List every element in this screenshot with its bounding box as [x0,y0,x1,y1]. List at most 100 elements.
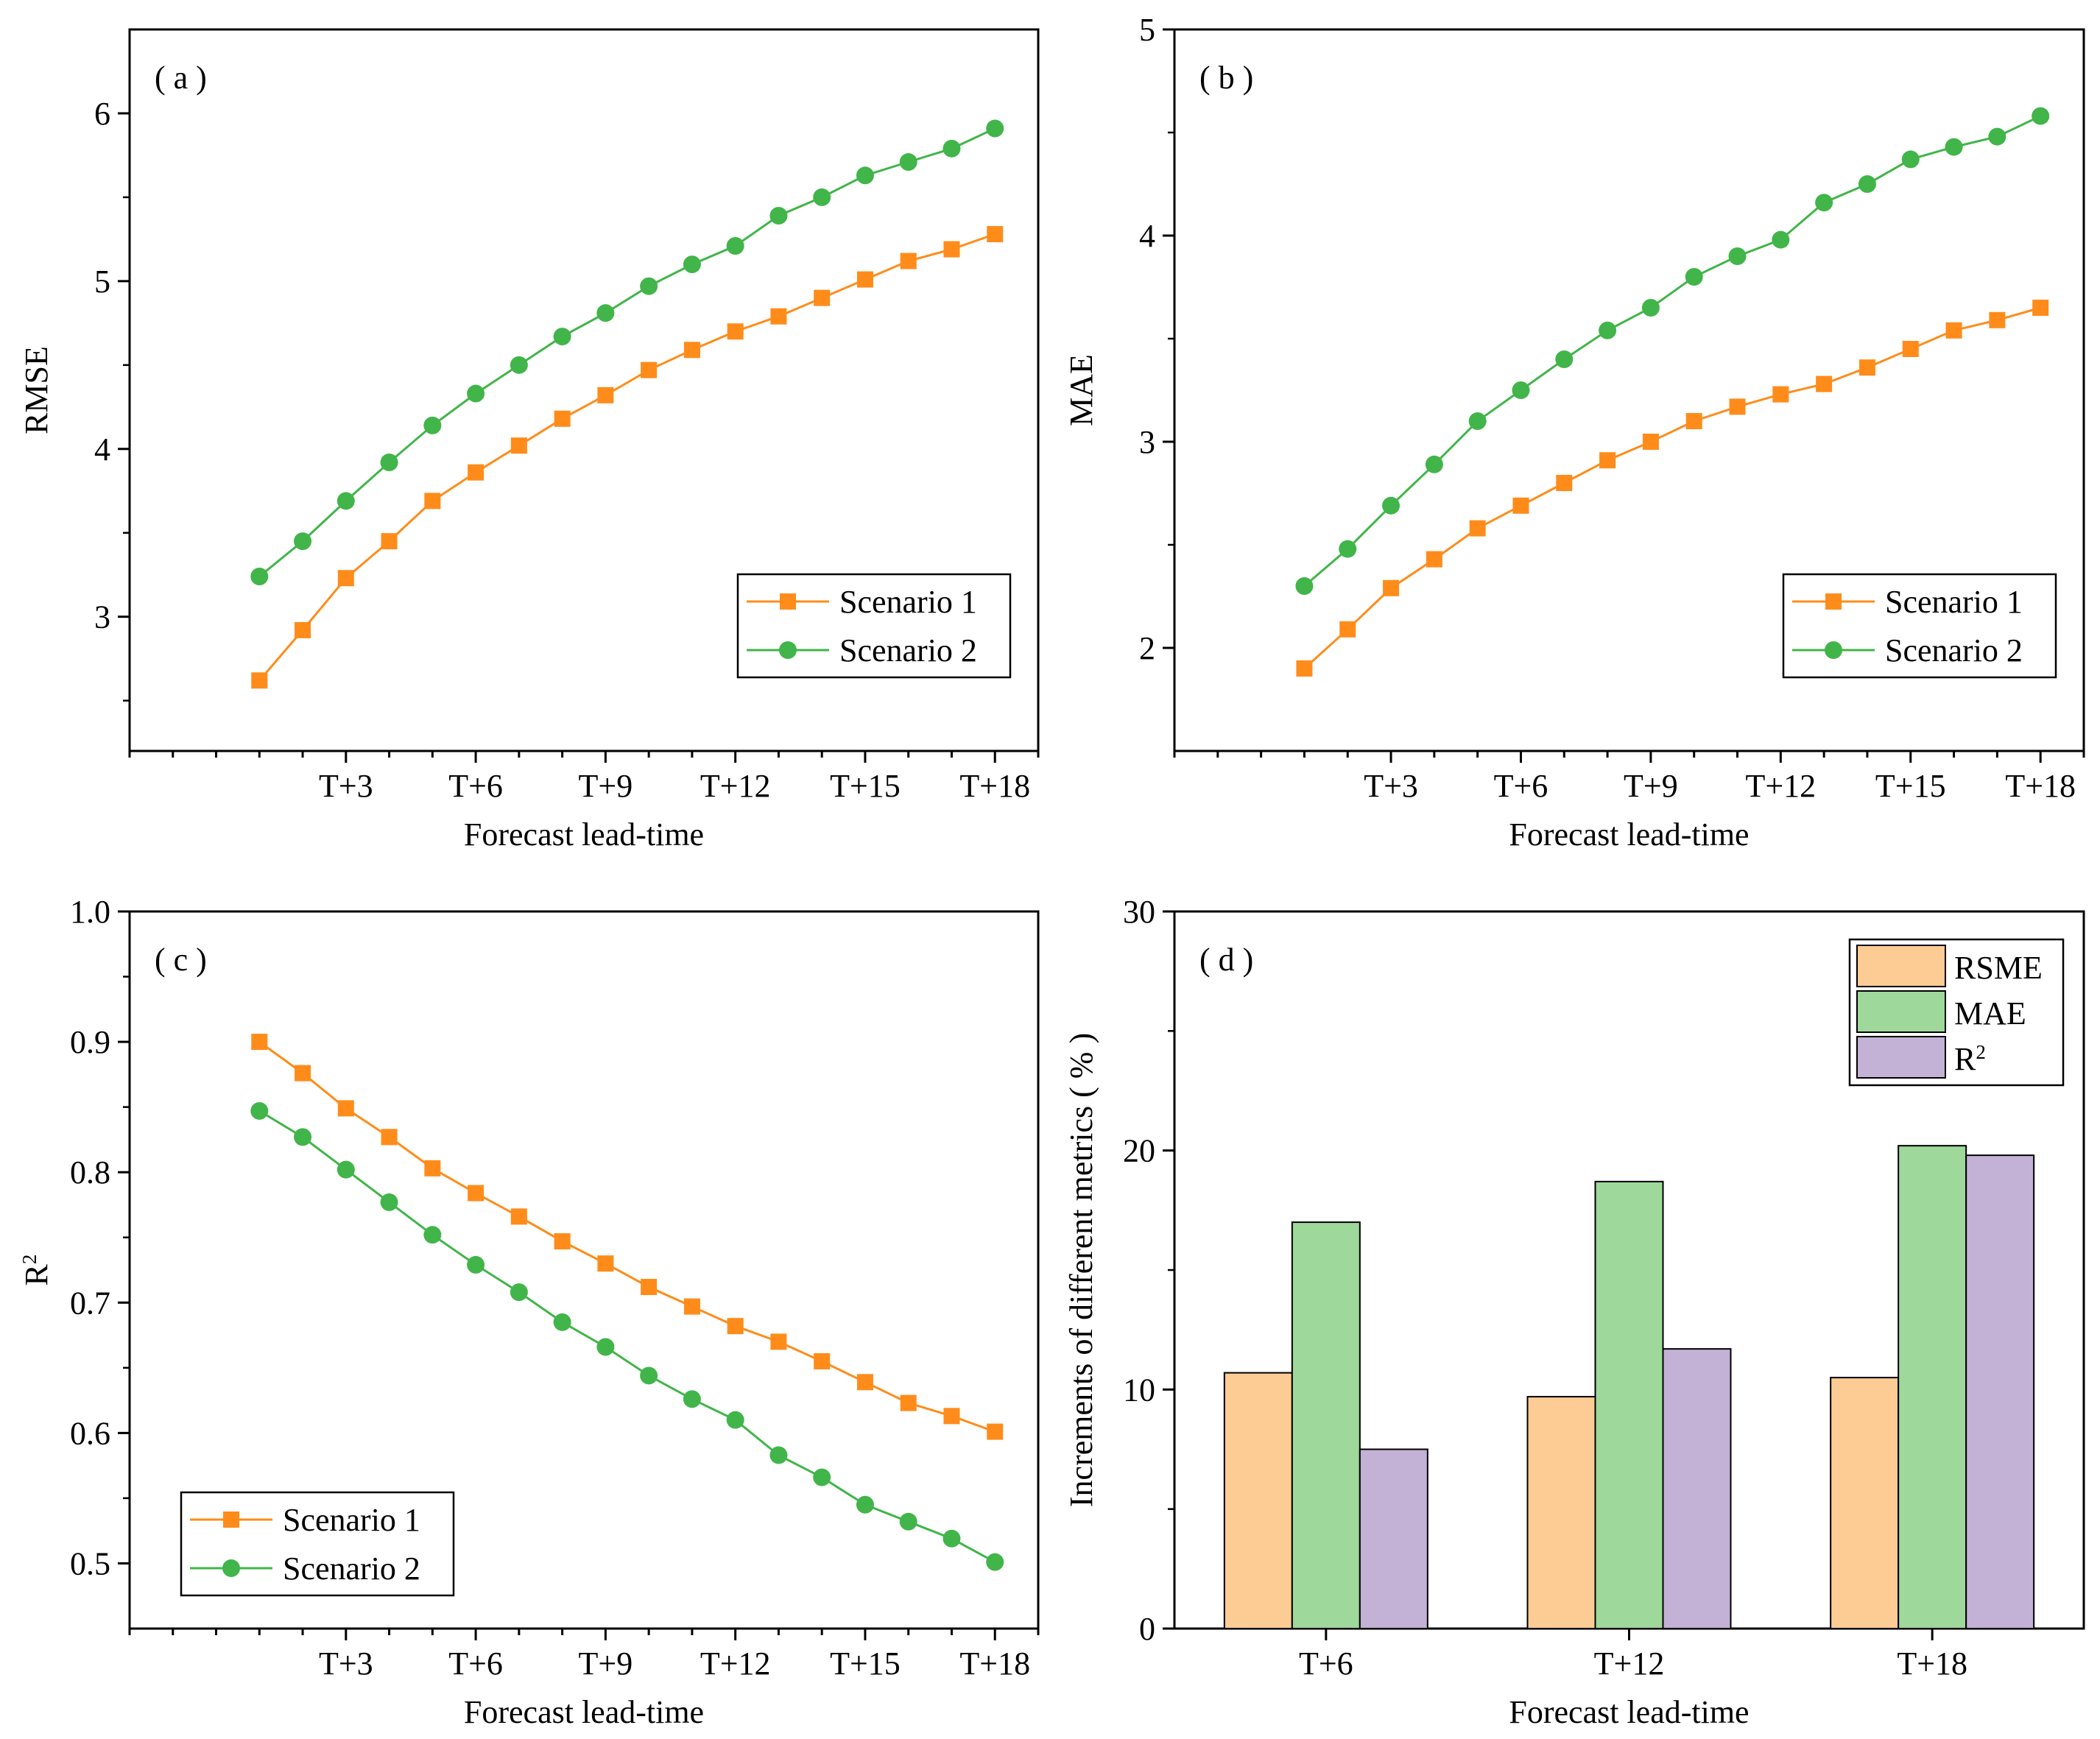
data-point-scenario-2 [1815,194,1833,212]
data-point-scenario-2 [553,1313,571,1331]
y-tick-label: 4 [94,431,110,468]
y-tick-label: 1.0 [70,894,110,930]
data-point-scenario-1 [987,1423,1004,1440]
data-point-scenario-1 [597,387,614,403]
legend-marker-square [780,593,796,610]
y-tick-label: 2 [1139,630,1155,666]
data-point-scenario-1 [987,226,1004,243]
panel-a-rmse-chart: 3 4 5 6 ( a ) RMSE Forecast lead-time T+3 T+6 T+9… [18,28,1040,853]
data-point-scenario-1 [683,342,700,359]
x-tick-label: T+12 [1594,1645,1665,1682]
plot-frame [128,28,1040,752]
y-axis-title: Increments of different metrics ( % ) [1063,1033,1099,1507]
data-point-scenario-2 [942,139,961,158]
series-line-scenario-2 [258,127,996,578]
data-point-scenario-1 [1339,621,1356,638]
data-point-scenario-2 [856,1495,874,1514]
panel-label-d: ( d ) [1199,942,1253,978]
data-point-scenario-2 [380,454,398,471]
data-point-scenario-1 [727,1318,744,1335]
data-point-scenario-1 [295,1065,311,1082]
data-point-scenario-1 [814,289,831,306]
data-point-scenario-2 [1685,268,1703,286]
data-point-scenario-1 [1512,497,1529,514]
legend-label-scenario-2: Scenario 2 [283,1551,420,1587]
legend-box [1782,573,2057,679]
bar-rsme [1830,1377,1900,1629]
data-point-scenario-1 [2032,300,2049,316]
panel-b-mae-chart: 2 3 4 5 ( b ) MAE Forecast lead-time T+3 T+6 T+9 T… [1063,12,2085,853]
x-axis-title: Forecast lead-time [464,816,704,853]
plot-frame [128,910,1040,1630]
x-tick-label: T+3 [1364,768,1418,804]
data-point-scenario-1 [1383,579,1400,596]
y-tick-label: 0.9 [70,1024,110,1060]
data-point-scenario-2 [596,304,615,322]
data-point-scenario-1 [1642,434,1659,450]
x-tick-label: T+18 [1897,1645,1967,1682]
data-point-scenario-1 [510,1208,527,1225]
legend-label-scenario-2: Scenario 2 [839,632,977,669]
y-tick-label: 30 [1123,894,1155,930]
data-point-scenario-2 [1512,381,1530,399]
data-point-scenario-1 [424,493,441,509]
x-tick-label: T+18 [2005,768,2076,804]
x-tick-label: T+15 [830,768,901,804]
data-point-scenario-1 [381,533,398,550]
x-tick-label: T+18 [959,1645,1030,1682]
data-point-scenario-2 [1772,230,1790,249]
legend-label-rsme: RSME [1954,950,2043,986]
data-point-scenario-2 [1945,138,1963,156]
data-point-scenario-1 [641,361,658,378]
bar-r2 [1662,1348,1732,1629]
data-point-scenario-2 [250,567,269,585]
x-axis-title: Forecast lead-time [1509,816,1749,853]
bar-r2 [1965,1154,2035,1630]
data-point-scenario-2 [510,356,528,374]
data-point-scenario-1 [1989,311,2006,328]
x-tick-label: T+3 [319,768,373,804]
x-tick-label: T+6 [1299,1645,1353,1682]
legend-box [180,1491,455,1597]
data-point-scenario-1 [1858,359,1875,376]
legend-label-scenario-1: Scenario 1 [283,1502,420,1538]
bar-r2 [1359,1448,1428,1629]
legend-marker-circle [779,641,797,659]
data-point-scenario-2 [640,1366,658,1385]
data-point-scenario-2 [769,1446,788,1464]
data-point-scenario-1 [727,323,744,340]
data-point-scenario-1 [856,271,873,288]
data-point-scenario-2 [683,1390,701,1408]
legend-swatch [1856,945,1946,987]
data-point-scenario-1 [1426,551,1442,568]
legend-label-scenario-2: Scenario 2 [1885,632,2023,669]
data-point-scenario-1 [900,253,917,269]
y-tick-label: 4 [1139,218,1155,254]
panel-label-c: ( c ) [155,942,207,978]
x-tick-label: T+6 [448,768,503,804]
data-point-scenario-2 [553,328,571,346]
data-point-scenario-2 [2032,107,2050,125]
panel-label-a: ( a ) [155,60,207,96]
data-point-scenario-1 [337,570,354,587]
data-point-scenario-1 [1945,322,1962,339]
data-point-scenario-1 [1556,475,1573,491]
data-point-scenario-1 [1469,520,1486,537]
data-point-scenario-2 [1339,540,1357,558]
data-point-scenario-1 [1816,375,1833,392]
legend-marker-circle [1825,641,1842,659]
y-tick-label: 5 [94,264,110,300]
x-tick-label: T+3 [319,1645,373,1682]
x-axis-title: Forecast lead-time [1509,1694,1749,1730]
y-axis-title: R2 [18,1255,54,1286]
data-point-scenario-1 [770,308,787,325]
y-tick-label: 20 [1123,1133,1155,1169]
plot-frame [1173,28,2085,752]
y-tick-label: 0 [1139,1611,1155,1647]
data-point-scenario-2 [337,1160,355,1179]
x-tick-label: T+12 [700,768,771,804]
legend-marker-square [223,1512,239,1528]
data-point-scenario-1 [1685,413,1702,429]
y-tick-label: 0.6 [70,1415,110,1451]
legend-label-scenario-1: Scenario 1 [1885,584,2023,620]
